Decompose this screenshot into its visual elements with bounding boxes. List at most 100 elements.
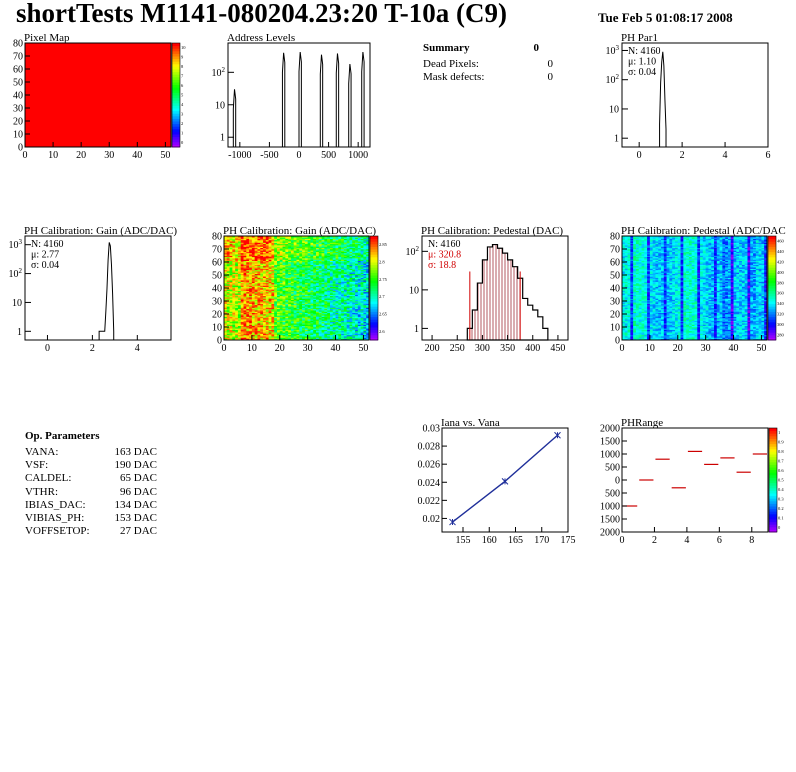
gain-2d-cell <box>232 332 236 334</box>
gain-2d-cell <box>232 291 236 294</box>
pedestal-2d-cell <box>622 317 626 320</box>
gain-2d-cell <box>324 237 328 239</box>
gain-2d-cell <box>324 306 328 308</box>
gain-2d-cell <box>299 319 303 321</box>
pedestal-2d-cell <box>638 306 642 308</box>
gain-2d-cell <box>290 329 295 332</box>
gain-2d-cell <box>232 238 236 241</box>
gain-2d-cell <box>276 295 281 298</box>
gain-2d-cell <box>313 275 317 277</box>
gain-2d-cell <box>324 321 328 324</box>
gain-2d-cell <box>332 242 336 245</box>
gain-2d-cell <box>246 255 250 258</box>
gain-2d-cell <box>246 293 250 295</box>
pedestal-2d-cell <box>627 247 631 250</box>
gain-2d-cell <box>254 250 258 252</box>
gain-2d-cell <box>349 259 353 261</box>
gain-2d-cell <box>254 304 258 307</box>
pedestal-2d-cell <box>635 267 640 269</box>
gain-2d-cell <box>313 236 317 238</box>
gain-2d-cell <box>355 325 359 328</box>
gain-2d-cell <box>302 304 306 307</box>
gain-2d-cell <box>237 241 242 243</box>
gain-2d-cell <box>293 267 297 269</box>
pixel-map-zscale-band <box>172 48 180 52</box>
gain-2d-cell <box>299 298 303 300</box>
gain-2d-cell <box>343 250 347 252</box>
gain-2d-cell <box>366 256 370 259</box>
gain-2d-cell <box>229 323 233 325</box>
pedestal-2d-cell <box>627 303 631 306</box>
pedestal-2d-cell <box>635 337 640 339</box>
gain-2d-cell <box>343 252 347 255</box>
gain-2d-cell <box>302 289 306 291</box>
gain-2d-cell <box>226 320 230 323</box>
gain-2d-cell <box>282 301 286 303</box>
gain-2d-cell <box>263 319 267 321</box>
gain-2d-cell <box>268 282 272 285</box>
gain-2d-cell <box>257 291 261 294</box>
gain-2d-cell <box>293 263 297 265</box>
gain-2d-cell <box>366 265 370 268</box>
gain-2d-cell <box>302 268 306 271</box>
gain-2d-cell <box>243 330 247 333</box>
gain-2d-cell <box>224 237 228 239</box>
gain-2d-cell <box>224 334 228 337</box>
gain-2d-cell <box>268 334 272 337</box>
pedestal-2d-cell <box>638 307 642 310</box>
gain-2d-cell <box>232 297 236 299</box>
gain-2d-cell <box>288 275 292 277</box>
gain-2d-cell <box>232 310 236 312</box>
gain-2d-cell <box>357 243 361 246</box>
gain-2d-cell <box>265 278 269 281</box>
gain-2d-cell <box>329 336 334 338</box>
gain-2d-cell <box>318 277 322 280</box>
pedestal-2d-cell <box>622 265 626 268</box>
gain-2d-cell <box>251 317 255 320</box>
gain-2d-cell <box>332 321 336 324</box>
gain-2d-cell <box>240 298 244 300</box>
pedestal-2d-cell <box>622 271 626 273</box>
gain-2d-cell <box>355 284 359 286</box>
gain-2d-cell <box>288 268 292 271</box>
gain-2d-cell <box>285 304 289 307</box>
gain-2d-cell <box>324 249 328 251</box>
gain-2d-cell <box>338 333 342 336</box>
pedestal-2d-cell <box>622 236 626 238</box>
gain-2d-cell <box>285 324 289 326</box>
gain-2d-cell <box>324 272 328 274</box>
gain-2d-cell <box>293 297 297 299</box>
gain-2d-zscale-band <box>370 314 378 318</box>
gain-2d-cell <box>310 278 314 281</box>
pedestal-2d-cell <box>638 295 642 298</box>
gain-2d-cell <box>324 269 328 272</box>
gain-2d-cell <box>254 328 258 330</box>
gain-2d-cell <box>360 291 364 294</box>
gain-2d-cell <box>249 247 253 250</box>
gain-2d-cell <box>332 271 336 273</box>
gain-2d-cell <box>229 306 233 308</box>
gain-2d-cell <box>229 262 233 264</box>
pedestal-2d-cell <box>635 320 640 323</box>
gain-2d-cell <box>235 275 239 277</box>
gain-2d-cell <box>257 268 261 271</box>
gain-2d-cell <box>257 315 261 317</box>
gain-2d-cell <box>329 327 334 329</box>
gain-2d-cell <box>254 284 258 286</box>
gain-2d-zscale-band <box>370 311 378 315</box>
gain-2d-cell <box>302 329 306 332</box>
gain-2d-cell <box>271 316 275 319</box>
gain-2d-cell <box>235 323 239 325</box>
gain-2d-cell <box>355 251 359 254</box>
gain-2d-cell <box>360 273 364 276</box>
gain-2d-cell <box>302 256 306 259</box>
gain-2d-cell <box>313 302 317 304</box>
gain-2d-cell <box>313 327 317 329</box>
gain-2d-cell <box>257 290 261 293</box>
gain-2d-cell <box>363 282 367 285</box>
pedestal-2d-cell <box>627 334 631 337</box>
gain-2d-cell <box>276 242 281 245</box>
gain-2d-cell <box>335 284 339 286</box>
gain-2d-cell <box>324 271 328 273</box>
pedestal-2d-cell <box>633 273 637 276</box>
